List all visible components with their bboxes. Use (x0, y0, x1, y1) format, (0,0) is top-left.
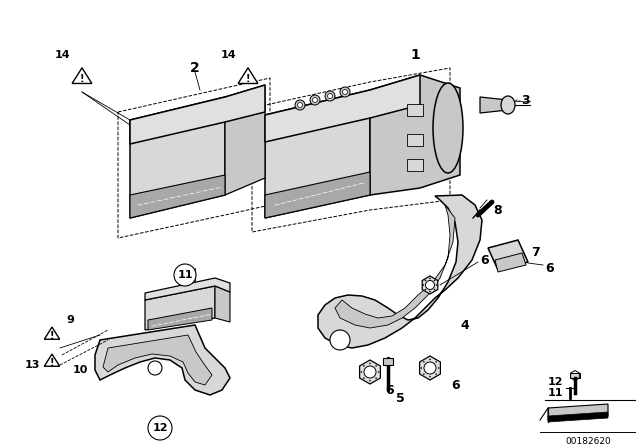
Polygon shape (130, 97, 225, 218)
Circle shape (423, 361, 425, 363)
Circle shape (434, 289, 435, 290)
Text: 2: 2 (190, 61, 200, 75)
Polygon shape (495, 253, 526, 272)
Circle shape (375, 377, 377, 379)
Circle shape (312, 98, 317, 103)
Text: 6: 6 (452, 379, 460, 392)
Polygon shape (265, 90, 370, 218)
Polygon shape (148, 308, 212, 330)
Text: 14: 14 (220, 50, 236, 60)
Circle shape (438, 367, 440, 369)
Circle shape (420, 367, 422, 369)
Text: 13: 13 (24, 360, 40, 370)
Polygon shape (570, 373, 580, 378)
Text: 00182620: 00182620 (565, 436, 611, 445)
Circle shape (330, 330, 350, 350)
Polygon shape (548, 412, 608, 422)
Text: 8: 8 (493, 203, 502, 216)
Circle shape (375, 365, 377, 367)
Text: !: ! (50, 358, 54, 368)
Polygon shape (95, 325, 230, 395)
Polygon shape (265, 75, 420, 142)
Circle shape (325, 91, 335, 101)
Polygon shape (238, 68, 258, 83)
Circle shape (424, 362, 436, 374)
Polygon shape (488, 240, 528, 270)
Polygon shape (44, 327, 60, 339)
Bar (407, 134, 423, 146)
Circle shape (429, 278, 431, 279)
Circle shape (435, 373, 437, 375)
Polygon shape (225, 85, 265, 195)
Circle shape (429, 376, 431, 377)
Polygon shape (145, 286, 215, 330)
Polygon shape (335, 205, 455, 328)
Text: 11: 11 (177, 270, 193, 280)
Text: !: ! (50, 331, 54, 341)
Polygon shape (480, 97, 508, 113)
Circle shape (174, 264, 196, 286)
Text: 9: 9 (66, 315, 74, 325)
Circle shape (424, 280, 426, 281)
Circle shape (148, 416, 172, 440)
Circle shape (364, 366, 376, 378)
Polygon shape (360, 360, 380, 384)
Polygon shape (265, 172, 370, 218)
Text: 6: 6 (481, 254, 490, 267)
Ellipse shape (433, 83, 463, 173)
Polygon shape (44, 354, 60, 366)
Circle shape (310, 95, 320, 105)
Polygon shape (420, 356, 440, 380)
Circle shape (369, 362, 371, 364)
Text: 10: 10 (72, 365, 88, 375)
Circle shape (436, 284, 437, 286)
Text: 4: 4 (461, 319, 469, 332)
Circle shape (363, 365, 365, 367)
Circle shape (298, 103, 303, 108)
Text: 6: 6 (386, 383, 394, 396)
Text: 1: 1 (410, 48, 420, 62)
Text: 5: 5 (396, 392, 404, 405)
Circle shape (435, 361, 437, 363)
Polygon shape (370, 75, 460, 195)
Ellipse shape (501, 96, 515, 114)
Text: 7: 7 (531, 246, 540, 258)
Polygon shape (103, 335, 212, 385)
Text: 12: 12 (152, 423, 168, 433)
Bar (407, 104, 423, 116)
Text: 3: 3 (521, 94, 529, 107)
Circle shape (342, 90, 348, 95)
Text: 6: 6 (546, 262, 554, 275)
Polygon shape (130, 175, 225, 218)
Polygon shape (130, 85, 265, 144)
Polygon shape (548, 404, 608, 420)
Polygon shape (318, 195, 482, 348)
Circle shape (328, 94, 333, 99)
Text: 14: 14 (54, 50, 70, 60)
Circle shape (434, 280, 435, 281)
Text: 11: 11 (547, 388, 563, 398)
Circle shape (369, 380, 371, 381)
Polygon shape (383, 358, 393, 365)
Text: !: ! (80, 74, 84, 84)
Circle shape (378, 371, 380, 373)
Text: 12: 12 (547, 377, 563, 387)
Polygon shape (145, 278, 230, 300)
Polygon shape (72, 68, 92, 83)
Bar (407, 159, 423, 171)
Circle shape (363, 377, 365, 379)
Circle shape (429, 291, 431, 292)
Circle shape (426, 280, 435, 289)
Circle shape (360, 371, 362, 373)
Circle shape (148, 361, 162, 375)
Circle shape (423, 373, 425, 375)
Circle shape (429, 358, 431, 360)
Text: !: ! (246, 74, 250, 84)
Circle shape (424, 289, 426, 290)
Polygon shape (422, 276, 438, 294)
Circle shape (422, 284, 424, 286)
Circle shape (340, 87, 350, 97)
Circle shape (295, 100, 305, 110)
Polygon shape (215, 286, 230, 322)
